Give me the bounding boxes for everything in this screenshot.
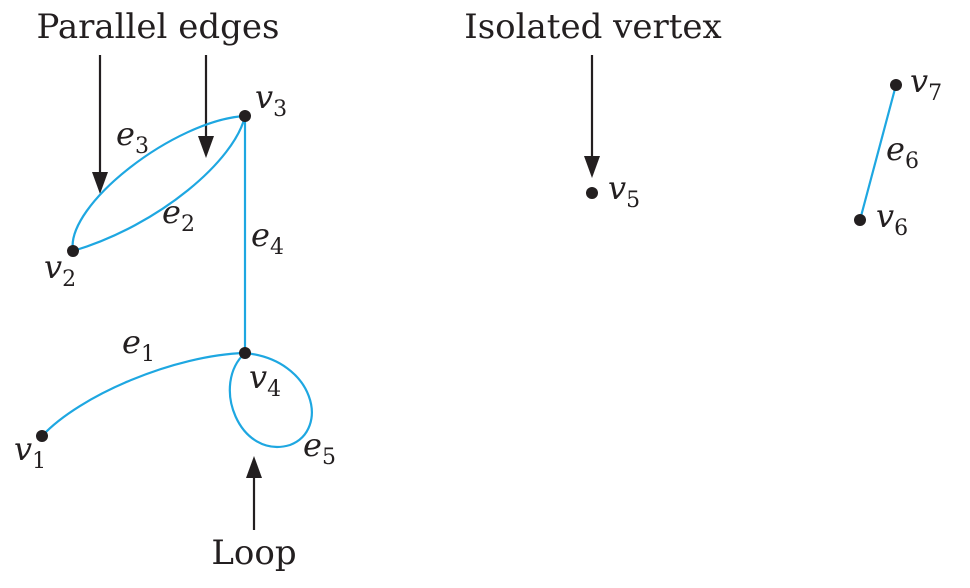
edge-e3: [71, 114, 246, 252]
vertex-label-v3: v3: [255, 78, 287, 122]
vertex-label-v4: v4: [249, 358, 281, 402]
edge-label-e5: e5: [303, 426, 336, 470]
edge-e5-loop: [228, 351, 313, 448]
edge-e1: [41, 351, 246, 437]
vertex-v4: [239, 347, 251, 359]
loop-arrow: [246, 456, 262, 530]
edge-e2: [72, 115, 247, 253]
vertex-v3: [239, 110, 251, 122]
vertex-v1: [36, 430, 48, 442]
loop-label: Loop: [211, 533, 296, 573]
vertex-v5: [586, 187, 598, 199]
vertex-label-v7: v7: [910, 62, 942, 106]
vertex-v6: [854, 214, 866, 226]
vertex-v7: [890, 79, 902, 91]
isolated-vertex-label: Isolated vertex: [464, 7, 721, 47]
parallel-edges-arrow-left: [92, 55, 108, 194]
edge-label-e1: e1: [122, 323, 155, 367]
edge-label-e3: e3: [116, 115, 149, 159]
edge-label-e2: e2: [162, 193, 195, 237]
isolated-vertex-arrow: [584, 55, 600, 178]
parallel-edges-arrow-right: [198, 55, 214, 158]
vertex-label-v1: v1: [14, 430, 46, 474]
vertex-v2: [67, 245, 79, 257]
edge-label-e4: e4: [251, 216, 284, 260]
vertex-label-v6: v6: [876, 197, 908, 241]
vertex-label-v5: v5: [608, 169, 640, 213]
vertex-label-v2: v2: [44, 248, 76, 292]
edge-e6: [858, 84, 898, 221]
edge-label-e6: e6: [886, 130, 919, 174]
parallel-edges-label: Parallel edges: [37, 7, 280, 47]
